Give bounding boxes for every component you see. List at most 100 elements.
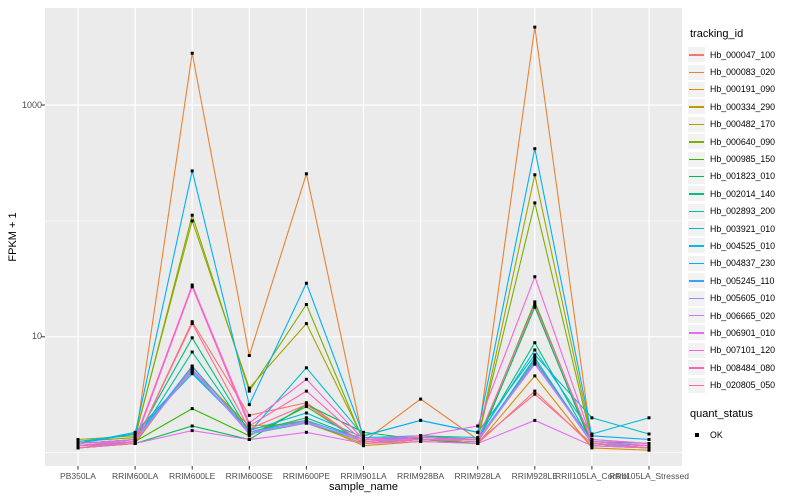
data-point <box>362 444 365 448</box>
data-point <box>533 361 537 364</box>
data-point <box>190 369 194 373</box>
legend-key-line <box>689 141 704 143</box>
data-point <box>133 434 137 438</box>
legend-items-tracking-id: Hb_000047_100 Hb_000083_020 Hb_000191_090 H… <box>688 46 800 394</box>
data-point <box>533 389 537 393</box>
data-point <box>533 341 537 345</box>
legend-key-line <box>689 332 704 334</box>
legend-key-line <box>689 228 704 230</box>
legend-item-Hb_008484_080: Hb_008484_080 <box>688 359 800 376</box>
legend-item-Hb_020805_050: Hb_020805_050 <box>688 376 800 393</box>
data-point <box>533 305 537 309</box>
legend-item-label: Hb_000482_170 <box>710 119 776 130</box>
legend-key-line <box>689 123 704 126</box>
legend-key-swatch <box>688 186 705 202</box>
data-point <box>76 444 80 448</box>
data-point <box>247 403 251 407</box>
legend-title-tracking-id: tracking_id <box>690 28 744 40</box>
data-point <box>190 367 194 371</box>
x-axis-title: sample_name <box>328 481 399 493</box>
data-point <box>304 430 308 434</box>
data-point <box>247 438 251 441</box>
legend-item-label: Hb_000334_290 <box>710 101 776 112</box>
legend-item-label: Hb_002014_140 <box>710 188 776 199</box>
legend-item-label: Hb_006665_020 <box>710 310 776 321</box>
x-tick-label: RRII105LA_Control <box>555 471 629 481</box>
x-tick-label: RRIM928LE <box>511 471 558 481</box>
data-point <box>647 444 651 448</box>
legend-item-label: Hb_000083_020 <box>710 67 776 78</box>
data-point <box>533 392 537 396</box>
legend-key-swatch <box>688 360 705 376</box>
data-point <box>476 440 480 443</box>
data-point <box>647 416 651 420</box>
data-point <box>190 283 194 287</box>
legend-item-label: Hb_005245_110 <box>710 275 775 286</box>
legend-key-line <box>689 193 704 195</box>
legend-item-Hb_005605_010: Hb_005605_010 <box>688 289 800 306</box>
data-point <box>533 374 537 378</box>
data-point <box>647 442 651 445</box>
data-point <box>247 434 251 438</box>
data-point <box>419 440 423 443</box>
legend-key-line <box>689 158 704 160</box>
data-point <box>304 421 308 425</box>
data-point <box>419 397 423 401</box>
data-point <box>647 448 651 452</box>
data-point <box>133 432 137 436</box>
legend-key-line <box>689 280 704 282</box>
y-tick-label: 1000 <box>21 99 42 110</box>
data-point <box>419 418 423 422</box>
data-point <box>247 429 251 433</box>
data-point <box>76 446 80 450</box>
legend-key-swatch <box>688 238 705 254</box>
data-point <box>190 372 194 376</box>
data-point <box>247 430 251 434</box>
legend-key-line <box>689 262 704 265</box>
data-point <box>476 438 480 441</box>
legend-key-line <box>689 245 704 247</box>
data-point <box>133 442 137 445</box>
x-tick-label: RRII105LA_Stressed <box>609 471 689 481</box>
data-point <box>590 444 594 448</box>
data-point <box>533 147 537 151</box>
data-point <box>304 366 308 370</box>
legend-item-Hb_005245_110: Hb_005245_110 <box>688 272 800 289</box>
legend-key-swatch <box>688 377 705 393</box>
data-point <box>362 434 365 438</box>
data-point <box>533 25 537 29</box>
legend-item-label: OK <box>710 429 723 440</box>
data-point <box>247 354 251 357</box>
legend-item-label: Hb_008484_080 <box>710 362 776 373</box>
data-point <box>647 432 651 436</box>
legend-item-label: Hb_007101_120 <box>710 345 776 356</box>
data-point <box>362 436 365 440</box>
legend-key-swatch <box>688 290 705 306</box>
legend-item-Hb_006901_010: Hb_006901_010 <box>688 324 800 341</box>
legend-key-line <box>689 367 704 369</box>
data-point <box>590 434 594 438</box>
legend-quant-status: quant_status OK <box>688 408 800 443</box>
data-point <box>304 303 308 306</box>
data-point <box>533 300 537 304</box>
legend-key-swatch <box>688 221 705 237</box>
data-point <box>533 362 537 366</box>
legend-item-label: Hb_002893_200 <box>710 206 776 217</box>
x-tick-label: RRIM600SE <box>225 471 273 481</box>
data-point <box>590 440 594 443</box>
data-point <box>590 432 594 436</box>
legend-key-swatch <box>688 168 705 184</box>
data-point <box>362 430 365 434</box>
legend-key-swatch <box>688 116 705 132</box>
legend-key-line <box>689 349 704 352</box>
data-point <box>533 275 537 279</box>
data-point <box>304 411 308 415</box>
data-point <box>419 436 423 440</box>
data-point <box>533 348 537 352</box>
legend-item-label: Hb_020805_050 <box>710 380 776 391</box>
data-point <box>190 364 194 368</box>
legend-item-Hb_007101_120: Hb_007101_120 <box>688 342 800 359</box>
legend-title-quant-status: quant_status <box>690 407 753 420</box>
x-tick-label: RRIM600LE <box>169 471 216 481</box>
legend-key-swatch <box>688 273 705 289</box>
